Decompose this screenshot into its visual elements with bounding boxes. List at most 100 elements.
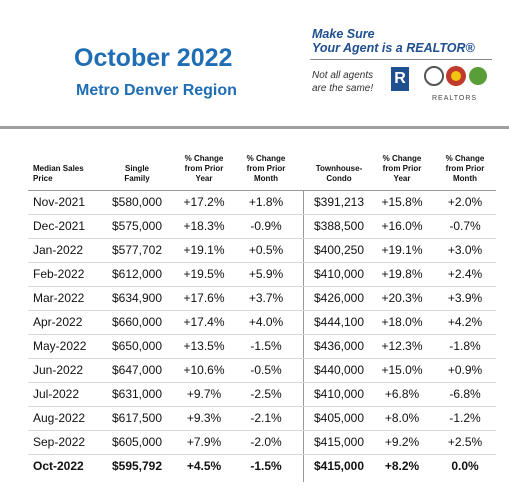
cell: +2.5%: [447, 435, 483, 449]
cell: +4.0%: [248, 315, 284, 329]
cell: -0.9%: [250, 219, 282, 233]
note: are the same!: [312, 83, 374, 94]
cell: +9.7%: [186, 387, 222, 401]
cell: $440,000: [313, 363, 365, 377]
colorado-logo: [424, 66, 487, 86]
cell: +12.3%: [381, 339, 423, 353]
cell: -2.1%: [250, 411, 282, 425]
cell: $595,792: [111, 459, 163, 473]
column-header: % Change: [445, 154, 485, 163]
cell: +0.5%: [248, 243, 284, 257]
cell: Oct-2022: [33, 459, 84, 473]
cell: +8.0%: [384, 411, 420, 425]
cell: +19.1%: [381, 243, 423, 257]
cell: +3.9%: [447, 291, 483, 305]
column-header: from Prior: [184, 164, 224, 173]
column-header: Family: [124, 174, 150, 183]
cell: $410,000: [313, 267, 365, 281]
column-header: Townhouse-: [315, 164, 363, 173]
cell: +4.2%: [447, 315, 483, 329]
cell: $388,500: [313, 219, 365, 233]
cell: +7.9%: [186, 435, 222, 449]
cell: +6.8%: [384, 387, 420, 401]
cell: +19.5%: [183, 267, 225, 281]
cell: May-2022: [33, 339, 87, 353]
divider: [310, 59, 492, 60]
row-line: [28, 310, 496, 311]
row-line: [28, 190, 496, 191]
cell: $634,900: [111, 291, 163, 305]
column-header: Median Sales: [33, 164, 84, 173]
column-header: Condo: [326, 174, 352, 183]
cell: Dec-2021: [33, 219, 86, 233]
column-header: Month: [254, 174, 278, 183]
cell: +19.1%: [183, 243, 225, 257]
column-header: % Change: [184, 154, 224, 163]
cell: $391,213: [313, 195, 365, 209]
title: October 2022: [74, 44, 233, 72]
cell: +17.2%: [183, 195, 225, 209]
row-line: [28, 430, 496, 431]
rule: [0, 126, 509, 129]
cell: -1.2%: [449, 411, 481, 425]
cell: +2.4%: [447, 267, 483, 281]
cell: Aug-2022: [33, 411, 86, 425]
cell: $612,000: [111, 267, 163, 281]
row-line: [28, 334, 496, 335]
cell: +9.2%: [384, 435, 420, 449]
cell: $617,500: [111, 411, 163, 425]
cell: +18.0%: [381, 315, 423, 329]
cell: $400,250: [313, 243, 365, 257]
column-header: Year: [393, 174, 411, 183]
cell: +19.8%: [381, 267, 423, 281]
cell: -0.5%: [250, 363, 282, 377]
logo-text: REALTORS: [432, 95, 478, 102]
row-line: [28, 358, 496, 359]
column-header: from Prior: [246, 164, 286, 173]
column-header: Year: [195, 174, 213, 183]
cell: +15.8%: [381, 195, 423, 209]
column-header: Single: [124, 164, 149, 173]
column-header: Price: [33, 174, 53, 183]
row-line: [28, 286, 496, 287]
cell: +18.3%: [183, 219, 225, 233]
cell: +5.9%: [248, 267, 284, 281]
row-line: [28, 454, 496, 455]
column-header: % Change: [382, 154, 422, 163]
cell: +0.9%: [447, 363, 483, 377]
cell: Mar-2022: [33, 291, 85, 305]
realtor-logo: R: [391, 67, 409, 91]
cell: $647,000: [111, 363, 163, 377]
cell: $410,000: [313, 387, 365, 401]
note: Not all agents: [312, 70, 374, 81]
column-header: from Prior: [445, 164, 485, 173]
cell: +8.2%: [384, 459, 420, 473]
cell: $426,000: [313, 291, 365, 305]
subtitle: Metro Denver Region: [76, 82, 237, 99]
cell: $650,000: [111, 339, 163, 353]
row-line: [28, 406, 496, 407]
promo-line: Your Agent is a REALTOR®: [312, 41, 475, 55]
cell: +13.5%: [183, 339, 225, 353]
column-header: % Change: [246, 154, 286, 163]
row-line: [28, 382, 496, 383]
cell: $415,000: [313, 435, 365, 449]
cell: $577,702: [111, 243, 163, 257]
cell: +3.7%: [248, 291, 284, 305]
cell: +16.0%: [381, 219, 423, 233]
cell: $415,000: [313, 459, 365, 473]
cell: Jun-2022: [33, 363, 84, 377]
cell: +9.3%: [186, 411, 222, 425]
cell: $405,000: [313, 411, 365, 425]
cell: +17.4%: [183, 315, 225, 329]
cell: +20.3%: [381, 291, 423, 305]
cell: $605,000: [111, 435, 163, 449]
promo-line: Make Sure: [312, 27, 375, 41]
cell: $631,000: [111, 387, 163, 401]
cell: -0.7%: [449, 219, 481, 233]
cell: +10.6%: [183, 363, 225, 377]
cell: +2.0%: [447, 195, 483, 209]
cell: -2.0%: [250, 435, 282, 449]
cell: +15.0%: [381, 363, 423, 377]
